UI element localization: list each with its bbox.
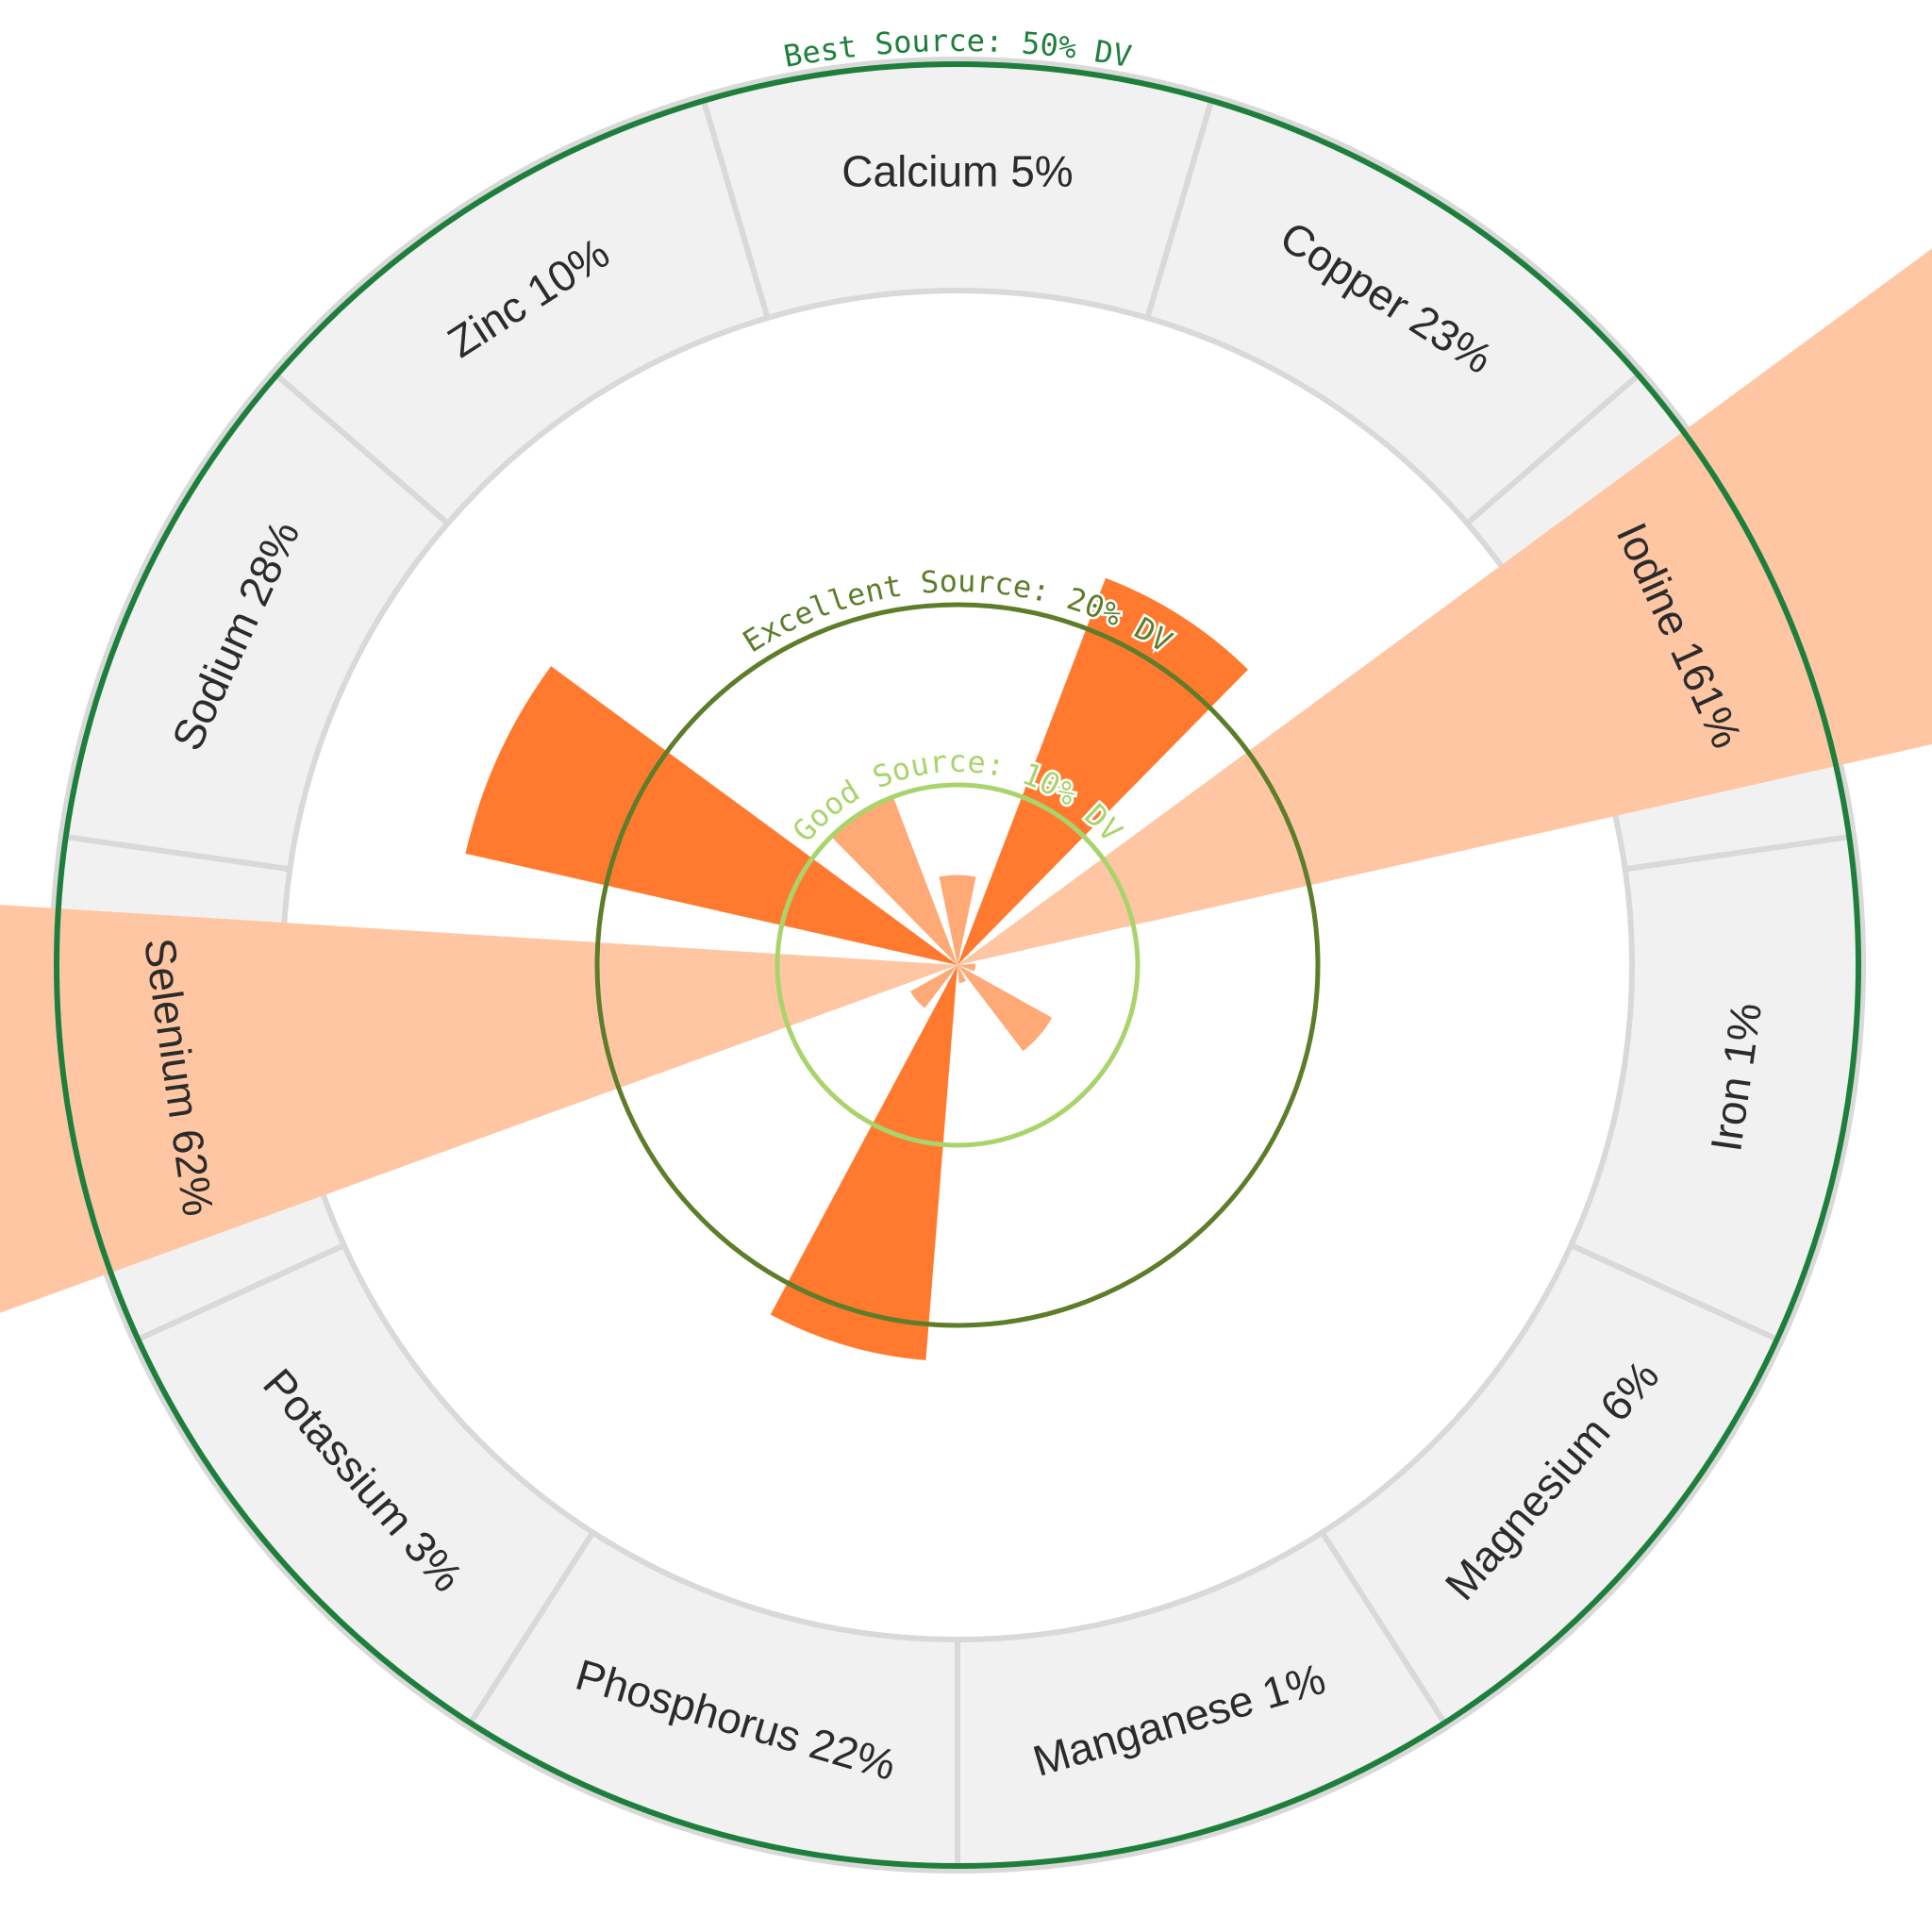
bar-iron: [958, 963, 976, 972]
bar-layer: [0, 248, 1932, 1360]
ring-20: [594, 602, 1321, 1328]
ring-10: [774, 782, 1141, 1148]
bar-zinc: [831, 796, 958, 965]
bar-potassium: [909, 965, 958, 1008]
bar-magnesium: [958, 965, 1053, 1052]
bar-phosphorus: [770, 965, 958, 1360]
ring-50: [54, 61, 1861, 1869]
bar-iodine: [958, 248, 1932, 965]
label-band-segment-zinc: [269, 92, 772, 528]
bar-manganese: [958, 965, 967, 984]
bar-copper: [958, 577, 1248, 965]
bar-selenium: [0, 905, 958, 1313]
segment-label-calcium: Calcium 5%: [841, 147, 1073, 196]
bar-sodium: [465, 666, 958, 965]
bar-calcium: [939, 874, 976, 965]
